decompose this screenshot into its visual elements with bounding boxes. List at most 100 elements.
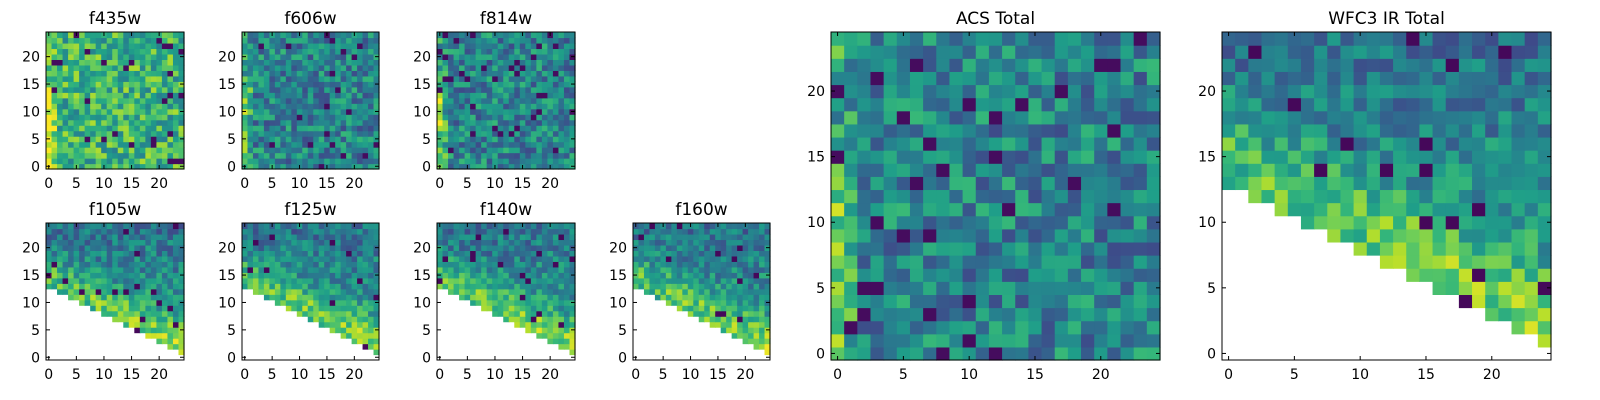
heatmap-cell xyxy=(665,250,672,257)
heatmap-cell xyxy=(84,86,91,93)
y-tick-label: 10 xyxy=(413,295,431,311)
heatmap-cell xyxy=(340,277,347,284)
panel-title: f814w xyxy=(480,9,532,29)
heatmap-cell xyxy=(291,294,298,301)
heatmap-cell xyxy=(156,86,163,93)
heatmap-cell xyxy=(633,266,640,273)
heatmap-cell xyxy=(742,288,749,295)
heatmap-cell xyxy=(335,97,342,104)
heatmap-cell xyxy=(514,244,521,251)
heatmap-cell xyxy=(949,84,964,99)
heatmap-cell xyxy=(448,86,455,93)
heatmap-cell xyxy=(351,64,358,71)
heatmap-cell xyxy=(665,233,672,241)
heatmap-cell xyxy=(558,92,565,99)
heatmap-cell xyxy=(134,163,141,170)
heatmap-cell xyxy=(481,233,488,241)
heatmap-cell xyxy=(318,321,325,328)
heatmap-cell xyxy=(73,86,80,93)
heatmap-cell xyxy=(90,272,97,279)
heatmap-cell xyxy=(357,37,364,44)
heatmap-cell xyxy=(150,321,157,328)
heatmap-cell xyxy=(709,272,716,279)
heatmap-cell xyxy=(541,261,548,268)
heatmap-cell xyxy=(1248,136,1263,151)
heatmap-cell xyxy=(923,241,937,256)
heatmap-cell xyxy=(1133,320,1148,335)
heatmap-cell xyxy=(558,48,565,55)
heatmap-cell xyxy=(909,58,924,72)
heatmap-cell xyxy=(112,136,119,143)
heatmap-cell xyxy=(1094,268,1108,282)
heatmap-cell xyxy=(737,316,744,323)
heatmap-cell xyxy=(274,147,281,154)
heatmap-cell xyxy=(172,125,180,132)
heatmap-cell xyxy=(437,97,444,104)
heatmap-cell xyxy=(497,119,504,126)
heatmap-cell xyxy=(90,136,97,143)
heatmap-cell xyxy=(1445,150,1460,164)
heatmap-cell xyxy=(346,233,353,241)
heatmap-cell xyxy=(106,70,113,77)
heatmap-cell xyxy=(497,310,504,317)
heatmap-cell xyxy=(676,261,683,268)
heatmap-cell xyxy=(759,255,766,262)
heatmap-cell xyxy=(357,32,364,39)
heatmap-cell xyxy=(1524,320,1539,335)
heatmap-cell xyxy=(57,152,64,159)
heatmap-cell xyxy=(569,255,576,262)
heatmap-cell xyxy=(698,299,705,306)
heatmap-cell xyxy=(145,42,152,50)
heatmap-cell xyxy=(351,244,358,251)
heatmap-cell xyxy=(448,75,455,82)
heatmap-cell xyxy=(51,86,58,93)
heatmap-cell xyxy=(541,53,548,60)
heatmap-cell xyxy=(552,228,560,235)
heatmap-cell xyxy=(178,152,185,159)
heatmap-cell xyxy=(252,86,260,93)
heatmap-cell xyxy=(351,316,358,323)
heatmap-cell xyxy=(737,283,744,290)
heatmap-cell xyxy=(1511,45,1526,59)
heatmap-cell xyxy=(558,277,565,284)
heatmap-cell xyxy=(558,119,565,126)
heatmap-cell xyxy=(313,266,320,273)
heatmap-cell xyxy=(285,223,292,230)
heatmap-cell xyxy=(112,228,119,235)
heatmap-cell xyxy=(362,294,369,301)
heatmap-cell xyxy=(936,215,951,230)
heatmap-cell xyxy=(285,53,292,60)
heatmap-cell xyxy=(329,59,336,66)
heatmap-cell xyxy=(547,70,554,77)
heatmap-cell xyxy=(346,75,353,82)
heatmap-cell xyxy=(313,108,320,115)
heatmap-cell xyxy=(1274,97,1289,112)
heatmap-cell xyxy=(51,152,58,159)
heatmap-cell xyxy=(362,158,369,165)
heatmap-cell xyxy=(1393,71,1407,86)
heatmap-cell xyxy=(896,202,911,217)
heatmap-cell xyxy=(1524,215,1539,230)
heatmap-cell xyxy=(497,64,504,71)
heatmap-cell xyxy=(909,189,924,204)
heatmap-cell xyxy=(357,70,364,77)
heatmap-cell xyxy=(1107,150,1122,164)
heatmap-cell xyxy=(178,288,185,295)
heatmap-cell xyxy=(156,255,163,262)
heatmap-cell xyxy=(936,150,951,164)
heatmap-cell xyxy=(128,272,135,279)
heatmap-cell xyxy=(329,70,336,77)
heatmap-cell xyxy=(117,141,124,148)
heatmap-cell xyxy=(324,147,331,154)
heatmap-cell xyxy=(442,42,449,50)
heatmap-cell xyxy=(1094,333,1108,348)
heatmap-cell xyxy=(68,233,75,241)
heatmap-cell xyxy=(178,277,185,284)
heatmap-cell xyxy=(442,233,449,241)
heatmap-cell xyxy=(46,86,53,93)
heatmap-cell xyxy=(486,75,493,82)
heatmap-cell xyxy=(46,228,53,235)
heatmap-cell xyxy=(660,283,667,290)
heatmap-cell xyxy=(569,261,576,268)
heatmap-cell xyxy=(759,305,766,312)
